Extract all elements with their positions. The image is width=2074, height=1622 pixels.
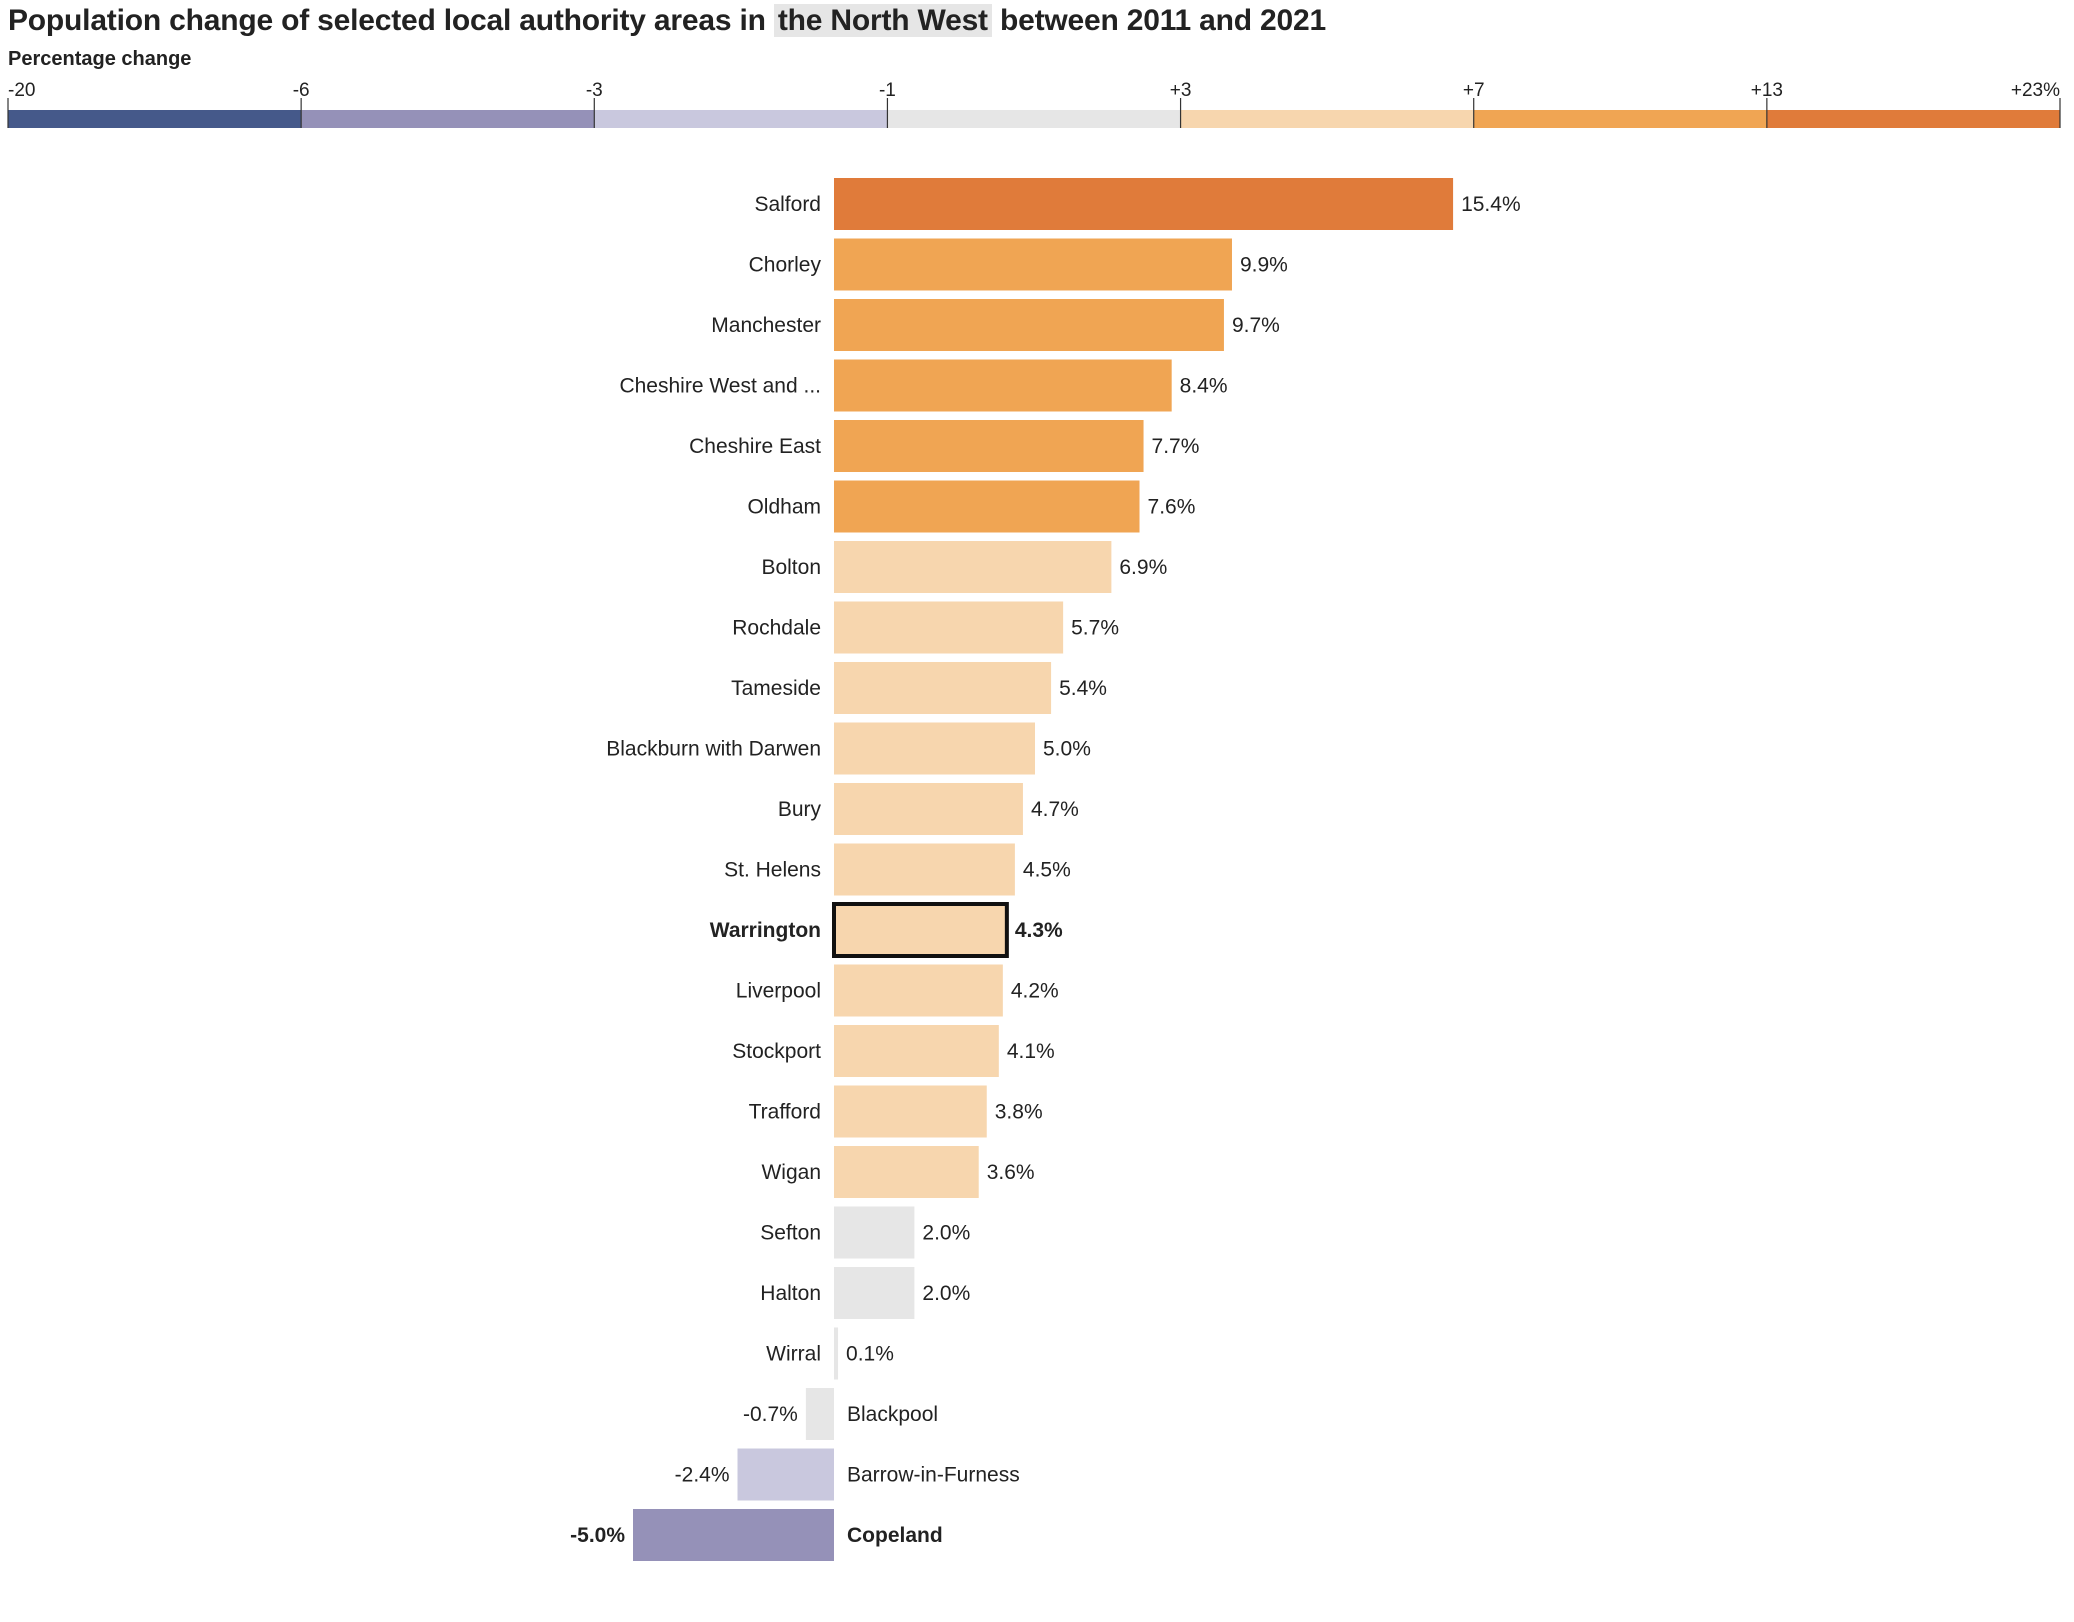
bar-warrington[interactable]	[832, 902, 1009, 958]
bars: Salford 15.4% Chorley 9.9% Manchester 9.7% Che…	[570, 178, 1521, 1561]
bar-barrow-in-furness[interactable]	[737, 1448, 834, 1501]
value-label: 4.2%	[1011, 980, 1059, 1003]
value-label: 4.1%	[1007, 1040, 1055, 1063]
bar-blackpool[interactable]	[805, 1388, 834, 1440]
category-label: Stockport	[732, 1040, 821, 1063]
value-label: 9.9%	[1240, 254, 1288, 277]
bar-chorley[interactable]	[834, 238, 1232, 291]
category-label: Bolton	[761, 556, 821, 579]
value-label: -0.7%	[743, 1403, 798, 1426]
bar-wirral[interactable]	[834, 1327, 839, 1380]
category-label: Sefton	[760, 1222, 821, 1245]
category-label: Chorley	[749, 254, 822, 277]
value-label: 7.6%	[1148, 496, 1196, 519]
category-label: Blackpool	[847, 1403, 938, 1426]
legend-title: Percentage change	[8, 48, 192, 70]
category-label: Oldham	[747, 496, 821, 519]
category-label: Trafford	[749, 1101, 821, 1124]
bar-manchester[interactable]	[834, 299, 1224, 351]
value-label: -5.0%	[570, 1524, 625, 1547]
value-label: 4.3%	[1015, 919, 1063, 942]
bar-cheshire-east[interactable]	[834, 420, 1144, 472]
category-label: Salford	[754, 193, 821, 216]
category-label: Wigan	[761, 1161, 821, 1184]
category-label: Copeland	[847, 1524, 943, 1547]
legend-tick-label: +23%	[2011, 80, 2060, 101]
category-label: Barrow-in-Furness	[847, 1464, 1020, 1487]
value-label: 3.6%	[987, 1161, 1035, 1184]
bar-stockport[interactable]	[834, 1025, 999, 1077]
legend-tick-label: -20	[8, 80, 35, 101]
category-label: Tameside	[731, 677, 821, 700]
legend-tick-label: +7	[1463, 80, 1485, 101]
legend-swatch	[1180, 110, 1474, 128]
value-label: 9.7%	[1232, 314, 1280, 337]
value-label: -2.4%	[675, 1464, 730, 1487]
value-label: 0.1%	[846, 1343, 894, 1366]
chart-title: Population change of selected local auth…	[8, 4, 1326, 38]
bar-oldham[interactable]	[834, 480, 1140, 533]
value-label: 6.9%	[1119, 556, 1167, 579]
category-label: Rochdale	[732, 617, 821, 640]
value-label: 3.8%	[995, 1101, 1043, 1124]
title-pre: Population change of selected local auth…	[8, 4, 774, 37]
legend-tick-label: -3	[586, 80, 603, 101]
value-label: 5.4%	[1059, 677, 1107, 700]
bar-st-helens[interactable]	[834, 843, 1015, 896]
value-label: 5.0%	[1043, 738, 1091, 761]
legend-swatch	[1766, 110, 2060, 128]
legend-swatch	[887, 110, 1181, 128]
bar-tameside[interactable]	[834, 662, 1052, 714]
bar-liverpool[interactable]	[834, 964, 1003, 1017]
category-label: St. Helens	[724, 859, 821, 882]
value-label: 8.4%	[1180, 375, 1228, 398]
category-label: Bury	[778, 798, 822, 821]
bar-cheshire-west-and[interactable]	[834, 359, 1172, 412]
category-label: Manchester	[711, 314, 821, 337]
value-label: 2.0%	[922, 1282, 970, 1305]
bar-copeland[interactable]	[633, 1509, 834, 1561]
bar-trafford[interactable]	[834, 1085, 987, 1138]
legend-swatch	[1473, 110, 1767, 128]
category-label: Blackburn with Darwen	[606, 738, 821, 761]
title-post: between 2011 and 2021	[991, 4, 1326, 37]
value-label: 4.5%	[1023, 859, 1071, 882]
value-label: 4.7%	[1031, 798, 1079, 821]
value-label: 5.7%	[1071, 617, 1119, 640]
category-label: Wirral	[766, 1343, 821, 1366]
legend-swatch	[594, 110, 888, 128]
bar-blackburn-with-darwen[interactable]	[834, 722, 1035, 775]
legend-swatch	[8, 110, 302, 128]
bar-salford[interactable]	[834, 178, 1454, 230]
value-label: 7.7%	[1152, 435, 1200, 458]
bar-sefton[interactable]	[834, 1206, 915, 1259]
color-legend: -20 -6 -3 -1 +3 +7 +13 +23%	[7, 80, 2061, 128]
bar-wigan[interactable]	[834, 1146, 979, 1198]
category-label: Cheshire East	[689, 435, 821, 458]
category-label: Cheshire West and ...	[619, 375, 821, 398]
category-label: Halton	[760, 1282, 821, 1305]
value-label: 15.4%	[1461, 193, 1521, 216]
bar-bolton[interactable]	[834, 541, 1112, 593]
legend-tick-label: -6	[293, 80, 310, 101]
bar-bury[interactable]	[834, 783, 1023, 835]
bar-rochdale[interactable]	[834, 601, 1064, 654]
category-label: Warrington	[710, 919, 821, 942]
title-region-highlight[interactable]: the North West	[773, 4, 992, 37]
legend-swatch	[301, 110, 595, 128]
bar-halton[interactable]	[834, 1267, 915, 1319]
legend-tick-label: +13	[1751, 80, 1783, 101]
legend-tick-label: +3	[1170, 80, 1192, 101]
value-label: 2.0%	[922, 1222, 970, 1245]
legend-tick-label: -1	[879, 80, 896, 101]
category-label: Liverpool	[736, 980, 821, 1003]
